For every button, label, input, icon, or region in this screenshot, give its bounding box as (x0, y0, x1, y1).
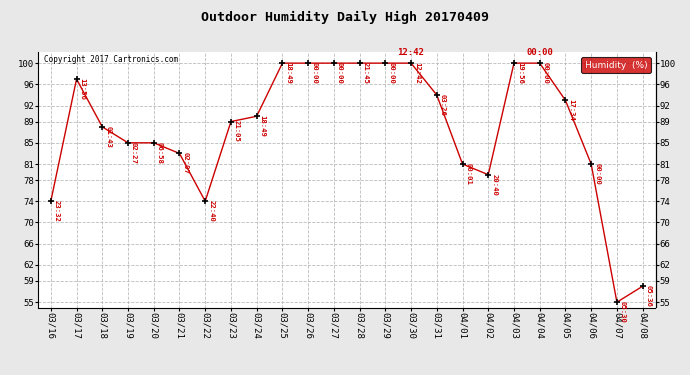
Text: 20:40: 20:40 (491, 174, 497, 195)
Text: 00:00: 00:00 (594, 163, 600, 185)
Text: 02:07: 02:07 (183, 152, 188, 174)
Text: 02:27: 02:27 (131, 142, 137, 164)
Text: 00:00: 00:00 (337, 62, 343, 84)
Text: 21:05: 21:05 (234, 120, 240, 142)
Text: 00:01: 00:01 (466, 163, 471, 185)
Text: 12:42: 12:42 (414, 62, 420, 84)
Text: 06:58: 06:58 (157, 142, 163, 164)
Text: 18:49: 18:49 (286, 62, 291, 84)
Text: 12:42: 12:42 (397, 48, 424, 57)
Text: Outdoor Humidity Daily High 20170409: Outdoor Humidity Daily High 20170409 (201, 11, 489, 24)
Text: Copyright 2017 Cartronics.com: Copyright 2017 Cartronics.com (44, 55, 178, 64)
Text: 00:00: 00:00 (311, 62, 317, 84)
Text: 21:45: 21:45 (363, 62, 368, 84)
Text: 22:40: 22:40 (208, 200, 215, 222)
Text: 01:43: 01:43 (106, 126, 111, 148)
Text: 19:56: 19:56 (517, 62, 523, 84)
Text: 23:32: 23:32 (54, 200, 60, 222)
Text: 00:00: 00:00 (526, 48, 553, 57)
Text: 13:56: 13:56 (79, 78, 86, 100)
Text: 05:30: 05:30 (620, 301, 626, 323)
Text: 05:36: 05:36 (646, 285, 652, 307)
Text: 00:00: 00:00 (543, 62, 549, 84)
Text: 03:26: 03:26 (440, 94, 446, 116)
Legend: Humidity  (%): Humidity (%) (581, 57, 651, 73)
Text: 00:00: 00:00 (388, 62, 395, 84)
Text: 18:49: 18:49 (259, 115, 266, 137)
Text: 17:34: 17:34 (569, 99, 575, 121)
